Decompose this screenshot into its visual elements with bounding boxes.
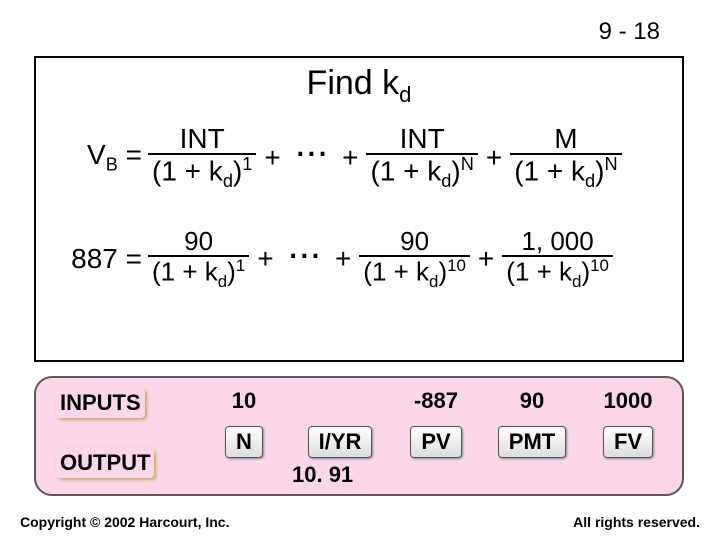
eq1-t3-den-pre: (1 + k xyxy=(514,156,585,187)
equation-887: 887 = 90 (1 + kd)1 + ... + 90 (1 + kd)10… xyxy=(48,228,613,291)
eq1-t2-den-post: ) xyxy=(451,156,460,187)
eq1-t2-exp: N xyxy=(461,154,474,174)
eq2-term1: 90 (1 + kd)1 xyxy=(148,228,249,291)
eq2-t2-den-post: ) xyxy=(438,257,447,287)
plus-1c: + xyxy=(478,142,510,174)
eq2-t3-den: (1 + kd)10 xyxy=(502,255,613,291)
eq2-t3-exp: 10 xyxy=(590,256,609,275)
eq1-t3-exp: N xyxy=(604,154,617,174)
eq2-t3-den-pre: (1 + k xyxy=(506,257,572,287)
title-sub: d xyxy=(399,82,411,107)
eq1-t1-den-pre: (1 + k xyxy=(152,156,223,187)
eq2-t3-num: 1, 000 xyxy=(517,228,597,255)
equation-vb: VB = INT (1 + kd)1 + ... + INT (1 + kd)N… xyxy=(48,124,622,191)
eq1-term2: INT (1 + kd)N xyxy=(366,124,477,191)
eq2-t3-den-post: ) xyxy=(581,257,590,287)
eq1-term3: M (1 + kd)N xyxy=(510,124,621,191)
plus-1b: + xyxy=(334,142,366,174)
eq1-t1-den-post: ) xyxy=(233,156,242,187)
eq2-t1-den-sub: d xyxy=(218,272,227,291)
eq2-t2-den: (1 + kd)10 xyxy=(359,255,470,291)
eq1-t1-num: INT xyxy=(176,124,229,153)
eq1-lhs: VB = xyxy=(48,139,148,176)
calc-values-row: 10 -887 90 1000 xyxy=(196,388,676,414)
slide-title: Find kd xyxy=(36,64,682,108)
plus-2a: + xyxy=(249,243,281,275)
eq1-t3-den: (1 + kd)N xyxy=(510,153,621,191)
plus-1a: + xyxy=(256,142,288,174)
eq2-t1-exp: 1 xyxy=(236,256,245,275)
key-fv[interactable]: FV xyxy=(603,426,653,458)
calc-output-value: 10. 91 xyxy=(292,462,353,488)
eq1-t2-den: (1 + kd)N xyxy=(366,153,477,191)
page-number: 9 - 18 xyxy=(599,18,660,46)
eq1-term1: INT (1 + kd)1 xyxy=(148,124,256,191)
eq2-t1-num: 90 xyxy=(180,228,217,255)
copyright: Copyright © 2002 Harcourt, Inc. xyxy=(20,514,229,530)
eq2-t2-exp: 10 xyxy=(447,256,466,275)
eq1-t1-den: (1 + kd)1 xyxy=(148,153,256,191)
calc-val-pmt: 90 xyxy=(484,388,580,414)
plus-2b: + xyxy=(327,243,359,275)
inputs-label: INPUTS xyxy=(56,388,145,418)
calc-val-n: 10 xyxy=(196,388,292,414)
eq2-t1-den-post: ) xyxy=(227,257,236,287)
calc-val-pv: -887 xyxy=(388,388,484,414)
output-label: OUTPUT xyxy=(56,448,154,478)
key-pv[interactable]: PV xyxy=(410,426,461,458)
eq1-eq: = xyxy=(118,139,142,170)
key-iyr[interactable]: I/YR xyxy=(308,426,373,458)
key-n[interactable]: N xyxy=(225,426,263,458)
plus-2c: + xyxy=(470,243,502,275)
eq2-term3: 1, 000 (1 + kd)10 xyxy=(502,228,613,291)
eq2-t1-den: (1 + kd)1 xyxy=(148,255,249,291)
calc-keys-row: N I/YR PV PMT FV xyxy=(196,426,676,458)
title-text: Find k xyxy=(307,64,400,102)
eq2-t2-den-pre: (1 + k xyxy=(363,257,429,287)
calculator-panel: INPUTS OUTPUT 10 -887 90 1000 N I/YR PV … xyxy=(34,376,684,496)
eq1-t3-den-sub: d xyxy=(585,171,595,191)
eq1-t1-exp: 1 xyxy=(242,154,252,174)
eq1-var-sub: B xyxy=(106,155,118,175)
rights: All rights reserved. xyxy=(573,514,700,530)
eq1-t2-den-pre: (1 + k xyxy=(370,156,441,187)
eq2-t1-den-pre: (1 + k xyxy=(152,257,218,287)
eq1-t2-num: INT xyxy=(396,124,449,153)
key-pmt[interactable]: PMT xyxy=(498,426,566,458)
eq1-t3-num: M xyxy=(550,124,581,153)
main-panel: Find kd VB = INT (1 + kd)1 + ... + INT (… xyxy=(34,56,684,362)
eq2-t2-num: 90 xyxy=(396,228,433,255)
eq1-var: V xyxy=(87,139,106,170)
eq2-dots: ... xyxy=(282,223,327,268)
eq1-dots: ... xyxy=(289,121,334,166)
eq1-t2-den-sub: d xyxy=(441,171,451,191)
calc-val-fv: 1000 xyxy=(580,388,676,414)
eq1-t1-den-sub: d xyxy=(223,171,233,191)
eq2-lhs: 887 = xyxy=(48,243,148,275)
eq2-term2: 90 (1 + kd)10 xyxy=(359,228,470,291)
